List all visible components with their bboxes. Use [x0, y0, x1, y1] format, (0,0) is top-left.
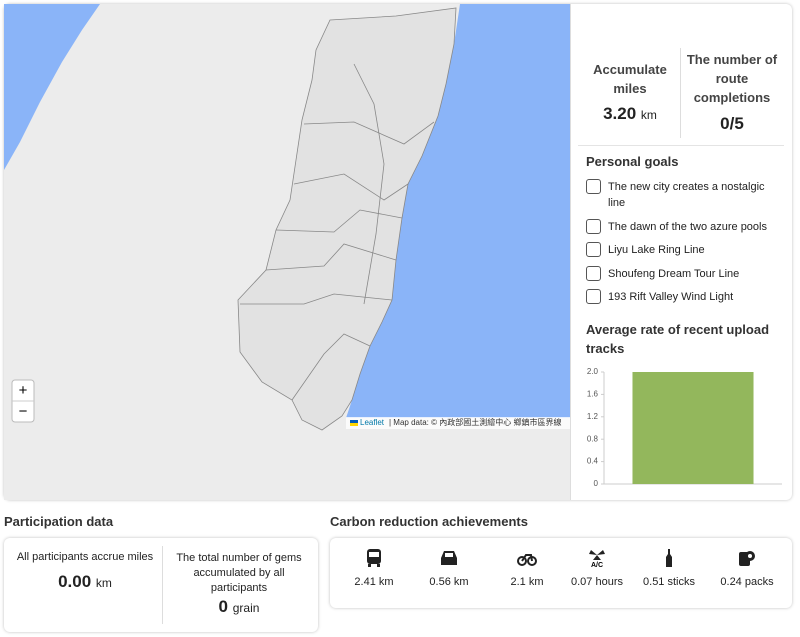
value: 3.20 — [603, 104, 637, 123]
miles-label: Accumulate miles — [593, 62, 667, 96]
y-tick-label: 1.6 — [587, 390, 599, 399]
gems: 0 grain — [166, 597, 312, 617]
divider — [570, 4, 571, 500]
y-tick-label: 1.2 — [587, 412, 599, 421]
divider — [578, 145, 784, 146]
value: 0.00 — [58, 572, 92, 591]
goal-label: 193 Rift Valley Wind Light — [608, 291, 734, 303]
goal-item[interactable]: Liyu Lake Ring Line — [586, 242, 776, 258]
participants-miles-label: All participants accrue miles — [16, 551, 154, 563]
chart: 0 0.4 0.8 1.2 1.6 2.0 — [587, 367, 782, 488]
goal-item[interactable]: The dawn of the two azure pools — [586, 219, 776, 235]
divider — [680, 48, 681, 138]
carbon-value: 0.56 km — [429, 576, 469, 588]
carbon-item: 2.1 km — [487, 548, 567, 588]
routes-label: The number of route completions — [686, 52, 778, 105]
chart-title: Average rate of recent upload tracks — [586, 322, 770, 356]
carbon-item: 0.51 sticks — [629, 548, 709, 588]
unit: km — [95, 576, 112, 590]
svg-text:A/C: A/C — [591, 562, 603, 568]
unit: km — [640, 108, 657, 122]
carbon-value: 2.41 km — [354, 576, 394, 588]
map[interactable]: + − Leaflet | Map data: © 內政部國土測繪中心 鄉鎮市區… — [4, 4, 570, 500]
goal-label: The new city creates a nostalgic line — [608, 181, 765, 209]
miles-value: 3.20 km — [588, 104, 672, 124]
zoom-control: + − — [11, 379, 35, 423]
carbon-item: A/C 0.07 hours — [557, 548, 637, 588]
participants-miles: 0.00 km — [10, 572, 160, 592]
carbon-item: 2.41 km — [334, 548, 414, 588]
goal-label: The dawn of the two azure pools — [608, 221, 767, 233]
y-tick-label: 0.8 — [587, 434, 599, 443]
y-tick-label: 0.4 — [587, 457, 599, 466]
participation-card — [4, 538, 318, 632]
carbon-value: 0.24 packs — [720, 576, 774, 588]
goal-item[interactable]: 193 Rift Valley Wind Light — [586, 289, 776, 305]
routes-value: 0/5 — [720, 114, 744, 133]
zoom-in[interactable]: + — [19, 382, 28, 399]
y-tick-label: 2.0 — [587, 367, 599, 376]
unit: grain — [232, 601, 260, 615]
goal-item[interactable]: The new city creates a nostalgic line — [586, 179, 776, 211]
carbon-item: 0.56 km — [409, 548, 489, 588]
goals-title: Personal goals — [586, 154, 679, 169]
goal-label: Liyu Lake Ring Line — [608, 244, 705, 256]
goal-item[interactable]: Shoufeng Dream Tour Line — [586, 266, 776, 282]
carbon-item: 0.24 packs — [707, 548, 787, 588]
zoom-out[interactable]: − — [19, 403, 28, 420]
bar — [632, 372, 754, 484]
attribution-link[interactable]: Leaflet — [360, 418, 385, 427]
goal-label: Shoufeng Dream Tour Line — [608, 268, 740, 280]
carbon-title: Carbon reduction achievements — [330, 514, 528, 529]
carbon-value: 0.07 hours — [571, 576, 623, 588]
value: 0 — [218, 597, 229, 616]
attribution: | Map data: © 內政部國土測繪中心 鄉鎮市區界線 — [389, 417, 561, 427]
divider — [162, 546, 163, 624]
carbon-card — [330, 538, 792, 608]
carbon-value: 2.1 km — [510, 576, 544, 588]
participation-title: Participation data — [4, 514, 114, 529]
carbon-value: 0.51 sticks — [643, 576, 695, 588]
y-tick-label: 0 — [594, 479, 599, 488]
gems-label: The total number of gems accumulated by … — [176, 552, 302, 594]
